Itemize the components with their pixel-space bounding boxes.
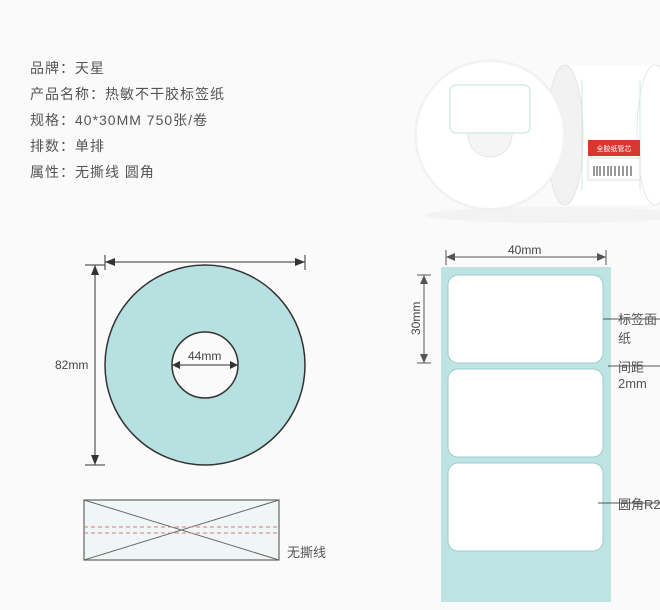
inner-dia-text: 44mm [188,349,221,363]
spec-brand: 品牌：天星 [30,55,225,81]
label-3 [448,463,603,551]
spec-rows-label: 排数： [30,138,75,154]
spec-rows-value: 单排 [75,138,105,154]
spec-product: 产品名称：热敏不干胶标签纸 [30,81,225,107]
spec-list: 品牌：天星 产品名称：热敏不干胶标签纸 规格：40*30MM 750张/卷 排数… [30,55,225,185]
label-2 [448,369,603,457]
roll-diagram: 82mm 44mm [25,245,325,490]
label-1 [448,275,603,363]
anno-gap: 间距2mm [618,357,660,391]
spec-brand-label: 品牌： [30,60,75,76]
label-width-text: 40mm [508,245,541,257]
tearline-diagram: 无撕线 [82,498,332,593]
spec-attr-label: 属性： [30,164,75,180]
spec-attr: 属性：无撕线 圆角 [30,159,225,185]
anno-corner: 圆角R2 [618,494,660,513]
label-height-text: 30mm [409,302,423,335]
label-diagram: 40mm 30mm 标签面纸 间距2mm 圆角R2 [408,245,660,595]
spec-product-label: 产品名称： [30,86,105,102]
spec-product-value: 热敏不干胶标签纸 [105,86,225,102]
spec-rows: 排数：单排 [30,133,225,159]
spec-attr-value: 无撕线 圆角 [75,164,155,180]
outer-dia-text: 82mm [55,358,88,372]
spec-size-value: 40*30MM 750张/卷 [75,112,208,128]
tearline-label: 无撕线 [287,542,326,561]
spec-brand-value: 天星 [75,60,105,76]
spec-size-label: 规格： [30,112,75,128]
spec-size: 规格：40*30MM 750张/卷 [30,107,225,133]
photo-tag-text: 全胶纸管芯 [597,144,632,153]
anno-face: 标签面纸 [618,309,660,347]
product-photo: 全胶纸管芯 [410,40,660,225]
